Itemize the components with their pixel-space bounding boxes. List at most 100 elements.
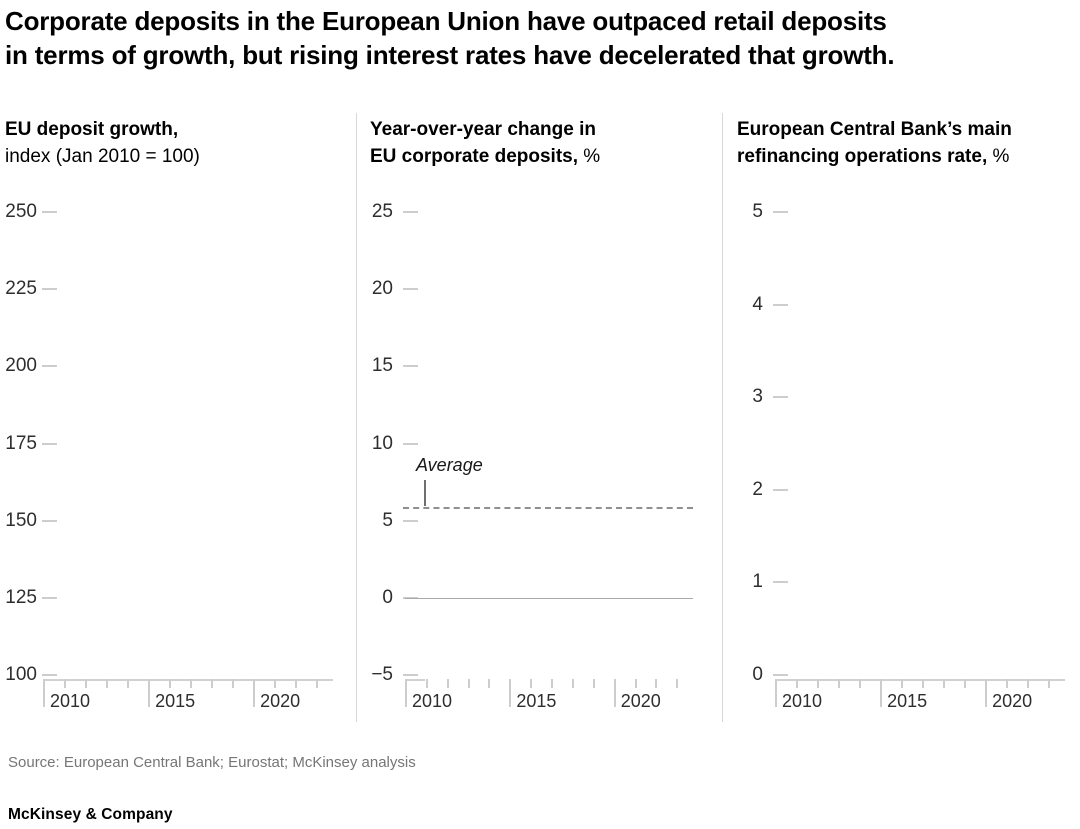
source-note: Source: European Central Bank; Eurostat;… <box>8 754 416 771</box>
x-tick-mark <box>106 679 109 688</box>
chart-panel-yoy-corporate-deposits: Year-over-year change in EU corporate de… <box>357 105 722 745</box>
x-axis-line <box>775 679 1065 681</box>
panel-heading-regular: % <box>987 146 1010 167</box>
x-tick-mark <box>446 679 449 688</box>
x-tick-mark <box>1027 679 1030 688</box>
mckinsey-wordmark: McKinsey & Company <box>8 806 173 823</box>
y-tick-label: 4 <box>752 293 763 315</box>
x-tick-mark <box>571 679 574 688</box>
y-tick-label: 20 <box>371 278 393 300</box>
chart-title: Corporate deposits in the European Union… <box>5 4 895 72</box>
y-tick-mark <box>403 519 418 522</box>
y-tick-label: 2 <box>752 478 763 500</box>
panel-heading-line1: European Central Bank’s main <box>737 116 1012 143</box>
y-tick-mark <box>42 596 57 599</box>
y-tick-mark <box>42 288 57 291</box>
x-tick-mark <box>880 679 883 707</box>
panel-heading-bold: EU corporate deposits, <box>370 146 578 167</box>
x-tick-mark <box>964 679 967 688</box>
chart-title-line1: Corporate deposits in the European Union… <box>5 6 887 36</box>
x-tick-mark <box>943 679 946 688</box>
x-tick-label: 2020 <box>992 691 1033 711</box>
x-tick-mark <box>775 679 777 707</box>
y-tick-mark <box>773 396 788 399</box>
x-tick-mark <box>190 679 193 688</box>
x-tick-label: 2010 <box>50 691 91 711</box>
x-tick-mark <box>859 679 862 688</box>
y-tick-mark <box>773 303 788 306</box>
y-tick-mark <box>773 211 788 213</box>
x-tick-mark <box>796 679 798 688</box>
x-tick-mark <box>509 679 512 707</box>
x-tick-mark <box>127 679 130 688</box>
panel-heading-bold: EU deposit growth, <box>5 119 179 140</box>
y-tick-label: 100 <box>5 664 37 685</box>
x-tick-mark <box>838 679 841 688</box>
y-tick-mark <box>42 211 57 213</box>
x-tick-mark <box>316 679 319 688</box>
average-dashed-line <box>403 507 693 510</box>
y-tick-mark <box>773 581 788 584</box>
x-tick-mark <box>613 679 616 707</box>
panel-heading: Year-over-year change in EU corporate de… <box>370 116 600 170</box>
y-tick-label: 15 <box>371 355 393 377</box>
y-tick-label: 200 <box>5 355 37 377</box>
chart-panel-ecb-refinancing-rate: European Central Bank’s main refinancing… <box>723 105 1080 745</box>
y-tick-mark <box>403 442 418 445</box>
x-tick-mark <box>169 679 172 688</box>
y-tick-label: 0 <box>752 664 763 685</box>
panel-heading-line1: EU deposit growth, <box>5 116 200 143</box>
x-tick-mark <box>425 679 428 688</box>
average-label: Average <box>416 455 483 476</box>
y-tick-mark <box>403 211 418 213</box>
panel-heading-line1: Year-over-year change in <box>370 116 600 143</box>
panel-heading-regular: index (Jan 2010 = 100) <box>5 146 200 167</box>
x-tick-mark <box>232 679 235 688</box>
panel-divider <box>722 113 723 722</box>
x-tick-label: 2020 <box>260 691 301 711</box>
x-tick-mark <box>148 679 151 707</box>
x-tick-mark <box>405 679 407 707</box>
x-tick-mark <box>253 679 256 707</box>
x-tick-label: 2015 <box>516 691 557 711</box>
panel-heading-line2: refinancing operations rate, % <box>737 143 1012 170</box>
x-tick-label: 2015 <box>155 691 196 711</box>
x-tick-mark <box>295 679 298 688</box>
x-tick-mark <box>676 679 679 688</box>
average-leader-line <box>424 480 426 507</box>
x-tick-mark <box>43 679 45 707</box>
y-tick-mark <box>42 674 57 676</box>
panel-heading-line2: index (Jan 2010 = 100) <box>5 143 200 170</box>
y-tick-label: 150 <box>5 509 37 531</box>
x-tick-mark <box>634 679 637 688</box>
x-tick-mark <box>64 679 66 688</box>
y-tick-label: 5 <box>752 201 763 222</box>
y-tick-mark <box>403 674 418 676</box>
y-tick-label: 10 <box>371 432 393 454</box>
panel-heading-regular: % <box>578 146 601 167</box>
x-tick-mark <box>530 679 533 688</box>
y-tick-label: 5 <box>382 509 393 531</box>
y-tick-label: 0 <box>382 586 393 608</box>
chart-panel-eu-deposit-growth: EU deposit growth, index (Jan 2010 = 100… <box>0 105 356 745</box>
x-tick-mark <box>211 679 214 688</box>
x-tick-mark <box>901 679 904 688</box>
x-tick-mark <box>467 679 470 688</box>
panel-heading: European Central Bank’s main refinancing… <box>737 116 1012 170</box>
x-tick-mark <box>1006 679 1009 688</box>
x-tick-label: 2010 <box>782 691 823 711</box>
x-tick-label: 2015 <box>887 691 928 711</box>
panel-heading: EU deposit growth, index (Jan 2010 = 100… <box>5 116 200 170</box>
x-tick-mark <box>985 679 988 707</box>
y-tick-mark <box>403 288 418 291</box>
x-tick-mark <box>488 679 491 688</box>
panel-heading-bold: refinancing operations rate, <box>737 146 988 167</box>
y-tick-mark <box>42 442 57 445</box>
x-tick-label: 2020 <box>620 691 661 711</box>
y-tick-label: −5 <box>371 664 393 685</box>
chart-title-line2: in terms of growth, but rising interest … <box>5 40 895 70</box>
y-tick-label: 3 <box>752 386 763 408</box>
y-tick-mark <box>42 365 57 368</box>
y-tick-label: 175 <box>5 432 37 454</box>
